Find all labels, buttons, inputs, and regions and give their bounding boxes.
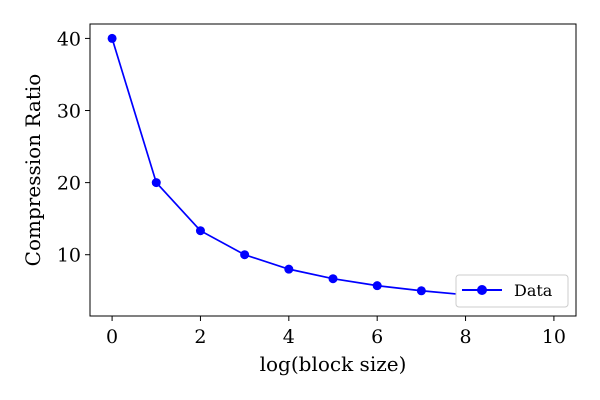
legend-entry-data: Data [514, 281, 553, 300]
y-tick-label: 10 [57, 245, 81, 267]
x-axis-label: log(block size) [260, 352, 407, 376]
x-tick-label: 0 [106, 326, 118, 348]
legend-box [455, 274, 569, 308]
data-point [240, 250, 250, 260]
x-tick-label: 2 [194, 326, 206, 348]
data-point [416, 286, 426, 296]
y-tick-label: 20 [57, 173, 81, 195]
plot-frame [89, 23, 577, 317]
y-axis-label: Compression Ratio [21, 74, 45, 267]
x-tick-label: 6 [371, 326, 383, 348]
axes: 0 2 4 6 8 10 10 20 30 40 [57, 23, 577, 348]
y-tick-label: 30 [57, 101, 81, 123]
data-point [372, 281, 382, 291]
y-tick-label: 40 [57, 28, 81, 50]
data-point [107, 33, 117, 43]
data-point [151, 178, 161, 188]
legend-point-marker [477, 285, 487, 295]
data-point [328, 274, 338, 284]
data-point [284, 264, 294, 274]
x-tick-label: 10 [542, 326, 566, 348]
data-point [195, 226, 205, 236]
x-tick-label: 8 [459, 326, 471, 348]
legend: Data [455, 274, 569, 308]
x-tick-label: 4 [283, 326, 295, 348]
